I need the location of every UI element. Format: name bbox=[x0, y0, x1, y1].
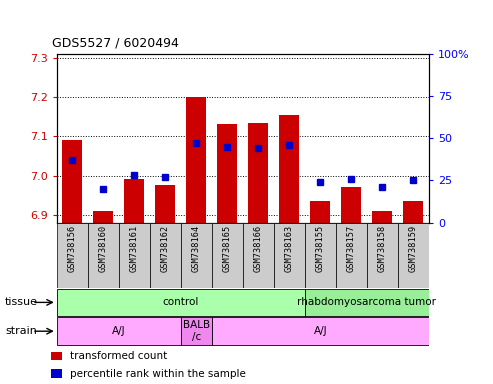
Bar bbox=[217, 124, 237, 223]
Text: BALB
/c: BALB /c bbox=[183, 320, 210, 342]
Text: GSM738158: GSM738158 bbox=[378, 225, 387, 272]
Bar bbox=[150, 223, 181, 288]
Bar bbox=[57, 223, 88, 288]
Bar bbox=[57, 289, 305, 316]
Text: GSM738161: GSM738161 bbox=[130, 225, 139, 272]
Text: GDS5527 / 6020494: GDS5527 / 6020494 bbox=[52, 37, 178, 50]
Text: strain: strain bbox=[5, 326, 37, 336]
Text: GSM738165: GSM738165 bbox=[223, 225, 232, 272]
Text: GSM738162: GSM738162 bbox=[161, 225, 170, 272]
Text: GSM738166: GSM738166 bbox=[254, 225, 263, 272]
Text: rhabdomyosarcoma tumor: rhabdomyosarcoma tumor bbox=[297, 297, 436, 308]
Bar bbox=[88, 223, 119, 288]
Bar bbox=[274, 223, 305, 288]
Bar bbox=[212, 223, 243, 288]
Bar bbox=[181, 223, 212, 288]
Text: GSM738159: GSM738159 bbox=[409, 225, 418, 272]
Text: GSM738163: GSM738163 bbox=[285, 225, 294, 272]
Bar bbox=[93, 211, 113, 223]
Bar bbox=[51, 369, 62, 377]
Bar bbox=[212, 317, 429, 345]
Bar bbox=[372, 211, 392, 223]
Text: A/J: A/J bbox=[314, 326, 327, 336]
Bar bbox=[336, 223, 367, 288]
Text: GSM738160: GSM738160 bbox=[99, 225, 108, 272]
Bar bbox=[57, 317, 181, 345]
Bar bbox=[367, 223, 398, 288]
Bar bbox=[186, 97, 207, 223]
Bar bbox=[341, 187, 361, 223]
Text: GSM738157: GSM738157 bbox=[347, 225, 356, 272]
Bar bbox=[305, 223, 336, 288]
Text: tissue: tissue bbox=[5, 297, 38, 308]
Text: GSM738155: GSM738155 bbox=[316, 225, 325, 272]
Bar bbox=[119, 223, 150, 288]
Text: GSM738156: GSM738156 bbox=[68, 225, 77, 272]
Bar bbox=[155, 185, 176, 223]
Bar bbox=[62, 140, 82, 223]
Bar bbox=[398, 223, 429, 288]
Bar bbox=[310, 201, 330, 223]
Text: percentile rank within the sample: percentile rank within the sample bbox=[70, 369, 246, 379]
Bar bbox=[243, 223, 274, 288]
Bar bbox=[248, 122, 268, 223]
Bar bbox=[124, 179, 144, 223]
Text: GSM738164: GSM738164 bbox=[192, 225, 201, 272]
Bar bbox=[279, 115, 299, 223]
Text: transformed count: transformed count bbox=[70, 351, 167, 361]
Bar bbox=[51, 352, 62, 360]
Text: control: control bbox=[163, 297, 199, 308]
Bar bbox=[403, 201, 423, 223]
Bar bbox=[305, 289, 429, 316]
Bar bbox=[181, 317, 212, 345]
Text: A/J: A/J bbox=[112, 326, 126, 336]
